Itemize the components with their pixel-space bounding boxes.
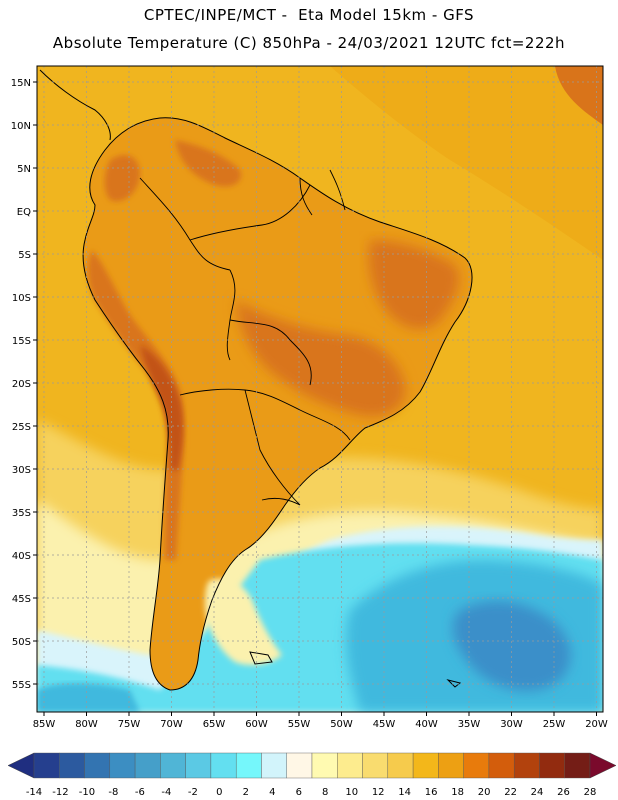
field-northeast-brazil bbox=[368, 240, 460, 330]
lat-label: 5N bbox=[17, 164, 31, 175]
lat-label: 50S bbox=[12, 637, 31, 648]
lon-label: 65W bbox=[203, 719, 226, 730]
field-venezuela bbox=[175, 140, 242, 187]
colorbar-tick-label: 20 bbox=[478, 787, 491, 798]
field-cold-southwest bbox=[37, 683, 140, 712]
colorbar-swatch bbox=[261, 752, 287, 779]
colorbar-tick-label: -6 bbox=[135, 787, 145, 798]
colorbar-tick-label: -4 bbox=[161, 787, 171, 798]
lat-label: 40S bbox=[12, 551, 31, 562]
lat-label: 10S bbox=[12, 293, 31, 304]
map-frame bbox=[36, 65, 604, 713]
colorbar-tick-label: 12 bbox=[372, 787, 385, 798]
lat-label: 45S bbox=[12, 594, 31, 605]
colorbar-swatch bbox=[438, 752, 464, 779]
colorbar-tick-label: -14 bbox=[26, 787, 42, 798]
colorbar-swatch bbox=[185, 752, 212, 779]
colorbar-swatch bbox=[160, 752, 186, 779]
colorbar-tick-label: 18 bbox=[451, 787, 464, 798]
longitude-axis: 85W 80W 75W 70W 65W 60W 55W 50W 45W 40W 35W 30W 25W 2… bbox=[33, 712, 608, 730]
lon-label: 85W bbox=[33, 719, 56, 730]
lon-label: 70W bbox=[160, 719, 183, 730]
map-title-line2: Absolute Temperature (C) 850hPa - 24/03/… bbox=[52, 34, 566, 52]
country-borders bbox=[139, 169, 351, 506]
colorbar-swatch bbox=[539, 752, 565, 779]
colorbar-under-arrow bbox=[7, 752, 35, 779]
map-title-line1: CPTEC/INPE/MCT - Eta Model 15km - GFS bbox=[143, 6, 475, 24]
colorbar-swatch bbox=[235, 752, 262, 779]
colorbar-swatch bbox=[412, 752, 439, 779]
colorbar-tick-label: 0 bbox=[216, 787, 222, 798]
temperature-colorbar bbox=[7, 752, 617, 779]
colorbar-tick-label: 6 bbox=[296, 787, 302, 798]
field-northeast-hot bbox=[555, 66, 603, 125]
colorbar-swatch bbox=[84, 752, 111, 779]
lon-label: 35W bbox=[458, 719, 481, 730]
map-plot-area bbox=[37, 66, 603, 712]
colorbar-swatch bbox=[513, 752, 540, 779]
lat-label: 20S bbox=[12, 379, 31, 390]
lon-label: 55W bbox=[288, 719, 311, 730]
latitude-axis: 15N 10N 5N EQ 5S 10S 15S 20S 25S 30S 35S 40S 45S 50S 5… bbox=[11, 78, 37, 691]
lat-label: EQ bbox=[17, 207, 31, 218]
colorbar-swatch bbox=[362, 752, 389, 779]
colorbar-swatch bbox=[387, 752, 414, 779]
colorbar-tick-label: 28 bbox=[584, 787, 597, 798]
colorbar-tick-label: 10 bbox=[345, 787, 358, 798]
colorbar-tick-label: -12 bbox=[52, 787, 68, 798]
lat-label: 25S bbox=[12, 422, 31, 433]
field-coldest bbox=[452, 600, 571, 691]
coastline bbox=[39, 69, 473, 691]
lat-lon-grid bbox=[37, 66, 603, 712]
colorbar-tick-label: 16 bbox=[425, 787, 438, 798]
lon-label: 80W bbox=[75, 719, 98, 730]
colorbar-swatch bbox=[311, 752, 338, 779]
colorbar-tick-label: 14 bbox=[398, 787, 411, 798]
colorbar-swatch bbox=[33, 752, 60, 779]
lon-label: 45W bbox=[373, 719, 396, 730]
lat-label: 15S bbox=[12, 336, 31, 347]
lon-label: 20W bbox=[585, 719, 608, 730]
lon-label: 50W bbox=[330, 719, 353, 730]
colorbar-tick-label: 22 bbox=[504, 787, 517, 798]
colorbar-swatch bbox=[210, 752, 237, 779]
field-andes-core bbox=[140, 345, 184, 470]
colorbar-tick-labels: -14 -12 -10 -8 -6 -4 -2 0 2 4 6 8 10 12 14 16 18 20 22 24 26… bbox=[26, 787, 597, 798]
colorbar-tick-label: -2 bbox=[188, 787, 198, 798]
colorbar-swatch bbox=[488, 752, 515, 779]
field-colombia bbox=[104, 155, 140, 202]
colorbar-swatch bbox=[134, 752, 161, 779]
colorbar-over-arrow bbox=[589, 752, 617, 779]
lon-label: 60W bbox=[245, 719, 268, 730]
colorbar-swatch bbox=[286, 752, 313, 779]
lat-label: 35S bbox=[12, 508, 31, 519]
colorbar-tick-label: 26 bbox=[557, 787, 570, 798]
colorbar-swatch bbox=[109, 752, 136, 779]
field-patagonia bbox=[205, 578, 282, 666]
colorbar-tick-label: 2 bbox=[243, 787, 249, 798]
colorbar-tick-label: 24 bbox=[531, 787, 544, 798]
lon-label: 40W bbox=[415, 719, 438, 730]
lat-label: 30S bbox=[12, 465, 31, 476]
lon-label: 25W bbox=[543, 719, 566, 730]
lat-label: 15N bbox=[11, 78, 31, 89]
field-north-atlantic bbox=[330, 66, 603, 260]
colorbar-swatch bbox=[337, 752, 363, 779]
colorbar-tick-label: 4 bbox=[269, 787, 275, 798]
colorbar-tick-label: -10 bbox=[79, 787, 95, 798]
colorbar-swatch bbox=[59, 752, 85, 779]
colorbar-swatch bbox=[564, 752, 591, 779]
lon-label: 75W bbox=[118, 719, 141, 730]
lat-label: 10N bbox=[11, 121, 31, 132]
colorbar-swatch bbox=[463, 752, 490, 779]
colorbar-tick-label: 8 bbox=[322, 787, 328, 798]
colorbar-tick-label: -8 bbox=[108, 787, 118, 798]
lat-label: 5S bbox=[18, 250, 31, 261]
lon-label: 30W bbox=[500, 719, 523, 730]
lat-label: 55S bbox=[12, 680, 31, 691]
